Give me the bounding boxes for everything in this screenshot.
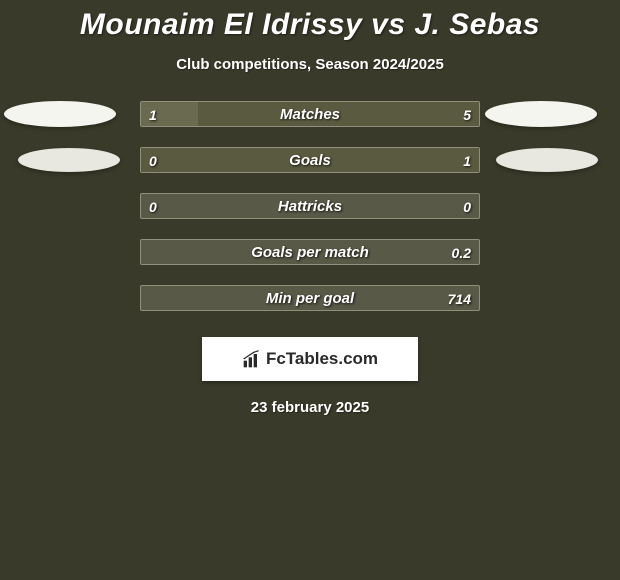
stat-bar-track: 00Hattricks bbox=[140, 193, 480, 219]
infographic-container: Mounaim El Idrissy vs J. Sebas Club comp… bbox=[0, 0, 620, 580]
source-logo: FcTables.com bbox=[242, 349, 378, 369]
infographic-date: 23 february 2025 bbox=[251, 399, 369, 416]
stat-row: 15Matches bbox=[0, 101, 620, 127]
stat-label: Matches bbox=[141, 102, 479, 128]
stat-row: 01Goals bbox=[0, 147, 620, 173]
team-badge-placeholder bbox=[485, 101, 597, 127]
comparison-title: Mounaim El Idrissy vs J. Sebas bbox=[80, 8, 540, 42]
stat-bar-track: 15Matches bbox=[140, 101, 480, 127]
stats-chart: 15Matches 01Goals 00Hattricks 0.2Goals per … bbox=[0, 101, 620, 331]
stat-label: Min per goal bbox=[141, 286, 479, 312]
stat-bar-track: 714Min per goal bbox=[140, 285, 480, 311]
stat-bar-track: 01Goals bbox=[140, 147, 480, 173]
stat-row: 714Min per goal bbox=[0, 285, 620, 311]
stat-label: Goals bbox=[141, 148, 479, 174]
team-badge-placeholder bbox=[4, 101, 116, 127]
team-badge-placeholder bbox=[496, 148, 598, 172]
bar-chart-icon bbox=[242, 349, 262, 369]
season-subtitle: Club competitions, Season 2024/2025 bbox=[176, 56, 444, 73]
stat-label: Hattricks bbox=[141, 194, 479, 220]
source-logo-box: FcTables.com bbox=[202, 337, 418, 381]
stat-label: Goals per match bbox=[141, 240, 479, 266]
stat-row: 0.2Goals per match bbox=[0, 239, 620, 265]
logo-text-label: FcTables.com bbox=[266, 349, 378, 369]
team-badge-placeholder bbox=[18, 148, 120, 172]
stat-row: 00Hattricks bbox=[0, 193, 620, 219]
stat-bar-track: 0.2Goals per match bbox=[140, 239, 480, 265]
